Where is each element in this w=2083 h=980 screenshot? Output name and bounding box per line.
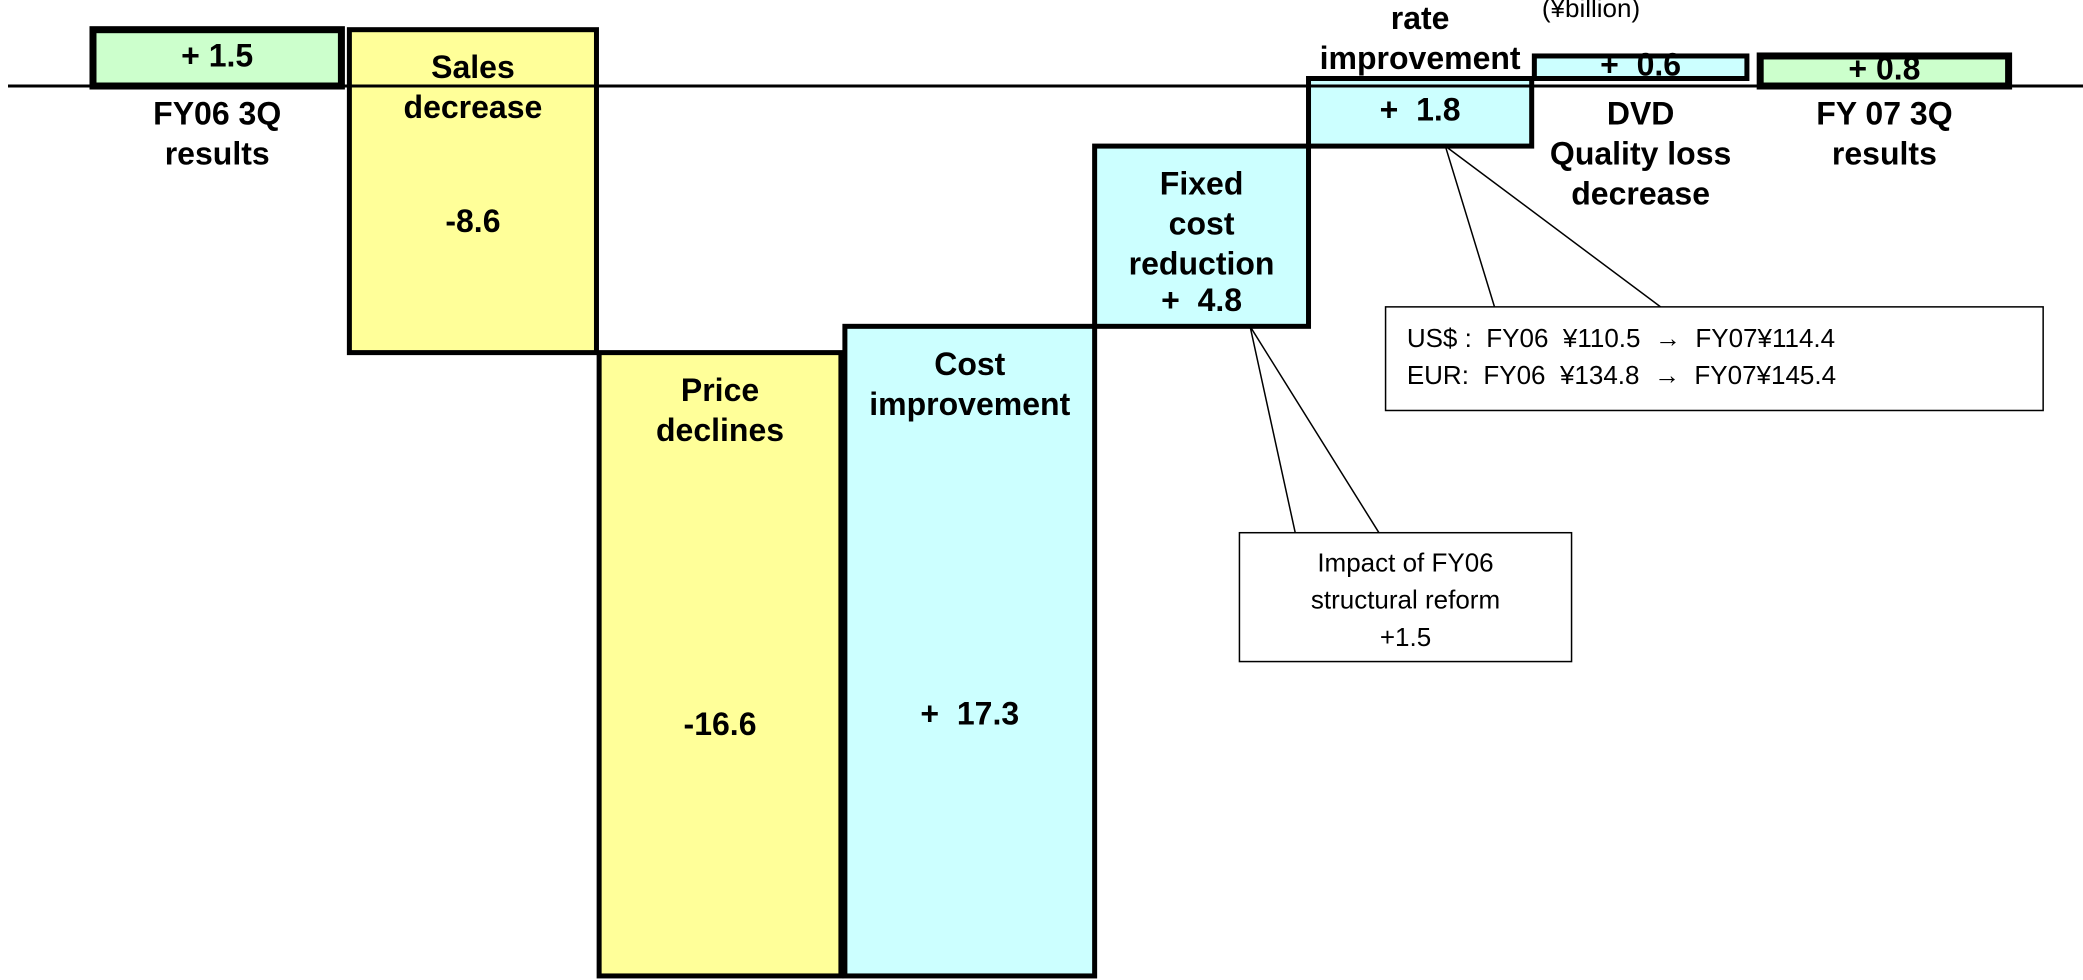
callout-text: US$ : FY06 ¥110.5 → FY07¥114.4 bbox=[1407, 323, 1835, 353]
bar bbox=[1306, 76, 1535, 149]
category-label: Fixed bbox=[1160, 166, 1244, 202]
category-label: decrease bbox=[1571, 175, 1710, 211]
callout-text: +1.5 bbox=[1380, 622, 1431, 652]
category-label: Quality loss bbox=[1550, 135, 1731, 171]
category-label: rate bbox=[1391, 0, 1450, 36]
category-label: Price bbox=[681, 372, 759, 408]
value-label: -8.6 bbox=[445, 203, 500, 239]
bar bbox=[346, 27, 599, 356]
value-label: + 17.3 bbox=[920, 696, 1019, 732]
unit-label: (¥billion) bbox=[1542, 0, 1640, 23]
value-label: + 4.8 bbox=[1161, 282, 1242, 318]
value-label: + 0.8 bbox=[1848, 50, 1920, 86]
category-label: improvement bbox=[869, 386, 1070, 422]
callout-pointer bbox=[1443, 144, 1662, 308]
value-label: + 0.6 bbox=[1600, 47, 1681, 83]
bar bbox=[842, 323, 1098, 979]
category-label: Sales bbox=[431, 49, 515, 85]
category-label: reduction bbox=[1129, 246, 1275, 282]
category-label: improvement bbox=[1320, 40, 1521, 76]
category-label: cost bbox=[1169, 206, 1235, 242]
category-label: DVD bbox=[1607, 95, 1675, 131]
category-label: results bbox=[165, 135, 270, 171]
bar bbox=[596, 350, 844, 979]
category-label: FY06 3Q bbox=[153, 95, 281, 131]
value-label: + 1.5 bbox=[181, 37, 253, 73]
category-label: declines bbox=[656, 412, 784, 448]
category-label: FY 07 3Q bbox=[1816, 95, 1952, 131]
category-label: decrease bbox=[404, 89, 543, 125]
callout-text: Impact of FY06 bbox=[1317, 547, 1493, 577]
callout-text: structural reform bbox=[1311, 585, 1500, 615]
bar bbox=[1092, 143, 1312, 329]
bar bbox=[1531, 53, 1750, 82]
callout-text: EUR: FY06 ¥134.8 → FY07¥145.4 bbox=[1407, 360, 1836, 390]
callout-box bbox=[1384, 306, 2044, 412]
callout-pointer bbox=[1249, 325, 1380, 534]
callout-box bbox=[1238, 531, 1573, 663]
value-label: + 1.8 bbox=[1380, 92, 1461, 128]
category-label: Cost bbox=[934, 346, 1005, 382]
category-label: results bbox=[1832, 135, 1937, 171]
value-label: -16.6 bbox=[684, 706, 757, 742]
